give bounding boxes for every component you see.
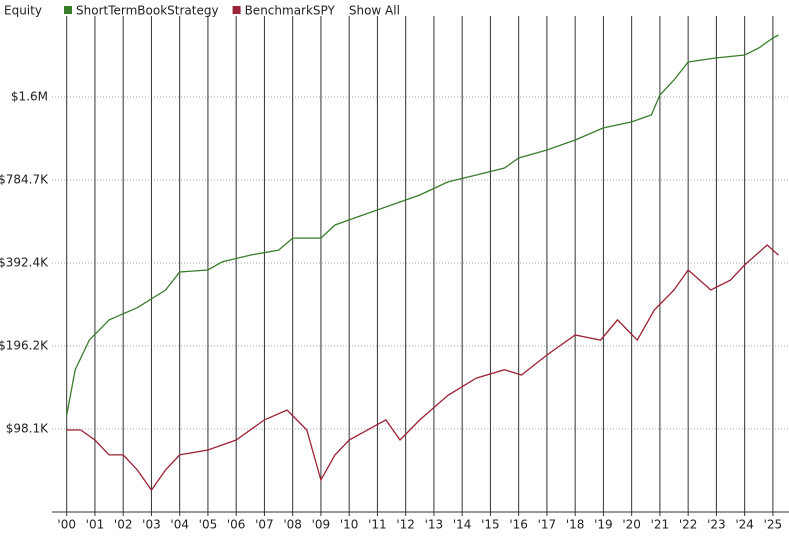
x-tick-label: '13 <box>425 518 444 532</box>
x-tick-label: '23 <box>707 518 726 532</box>
y-tick-label: $98.1K <box>6 421 49 435</box>
x-tick-label: '09 <box>312 518 331 532</box>
show-all-button[interactable]: Show All <box>349 4 400 18</box>
y-tick-label: $392.4K <box>0 255 49 269</box>
series-line <box>66 244 779 492</box>
legend-entry[interactable]: BenchmarkSPY <box>245 4 336 18</box>
chart-title: Equity <box>4 4 42 18</box>
y-tick-label: $784.7K <box>0 172 49 186</box>
x-tick-label: '02 <box>114 518 133 532</box>
x-tick-label: '22 <box>679 518 698 532</box>
y-tick-label: $196.2K <box>0 338 49 352</box>
x-tick-label: '18 <box>566 518 585 532</box>
series-line <box>66 34 779 416</box>
y-tick-label: $1.6M <box>11 89 48 103</box>
x-tick-label: '16 <box>509 518 528 532</box>
x-tick-label: '08 <box>283 518 302 532</box>
x-tick-label: '17 <box>538 518 557 532</box>
x-tick-label: '07 <box>255 518 274 532</box>
x-tick-label: '24 <box>735 518 754 532</box>
x-tick-label: '21 <box>651 518 670 532</box>
x-tick-label: '03 <box>142 518 161 532</box>
x-tick-label: '00 <box>57 518 76 532</box>
legend-entry[interactable]: ShortTermBookStrategy <box>76 4 219 18</box>
x-tick-label: '19 <box>594 518 613 532</box>
x-tick-label: '12 <box>396 518 415 532</box>
x-tick-label: '20 <box>622 518 641 532</box>
legend-swatch <box>64 6 72 14</box>
x-tick-label: '06 <box>227 518 246 532</box>
x-tick-label: '14 <box>453 518 472 532</box>
x-tick-label: '15 <box>481 518 500 532</box>
x-tick-label: '04 <box>170 518 189 532</box>
x-tick-label: '25 <box>764 518 783 532</box>
legend-swatch <box>232 6 241 14</box>
x-tick-label: '05 <box>199 518 218 532</box>
x-tick-label: '01 <box>86 518 105 532</box>
x-tick-label: '10 <box>340 518 359 532</box>
x-tick-label: '11 <box>368 518 387 532</box>
